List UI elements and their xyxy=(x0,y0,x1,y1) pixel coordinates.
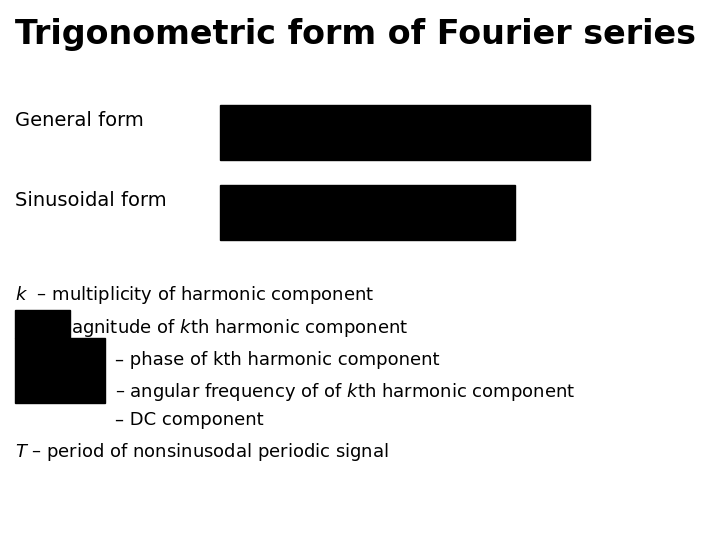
Bar xyxy=(220,105,590,160)
Bar xyxy=(15,310,70,338)
Text: – phase of kth harmonic component: – phase of kth harmonic component xyxy=(115,351,439,369)
Text: $k$  – multiplicity of harmonic component: $k$ – multiplicity of harmonic component xyxy=(15,284,374,306)
Bar xyxy=(15,338,105,403)
Text: $T$ – period of nonsinusodal periodic signal: $T$ – period of nonsinusodal periodic si… xyxy=(15,441,389,463)
Text: $F_k$ – magnitude of $k$th harmonic component: $F_k$ – magnitude of $k$th harmonic comp… xyxy=(15,317,408,339)
Text: Sinusoidal form: Sinusoidal form xyxy=(15,191,166,210)
Text: General form: General form xyxy=(15,111,144,130)
Text: Trigonometric form of Fourier series: Trigonometric form of Fourier series xyxy=(15,18,696,51)
Text: – angular frequency of of $k$th harmonic component: – angular frequency of of $k$th harmonic… xyxy=(115,381,575,403)
Bar xyxy=(220,185,515,240)
Text: – DC component: – DC component xyxy=(115,411,264,429)
